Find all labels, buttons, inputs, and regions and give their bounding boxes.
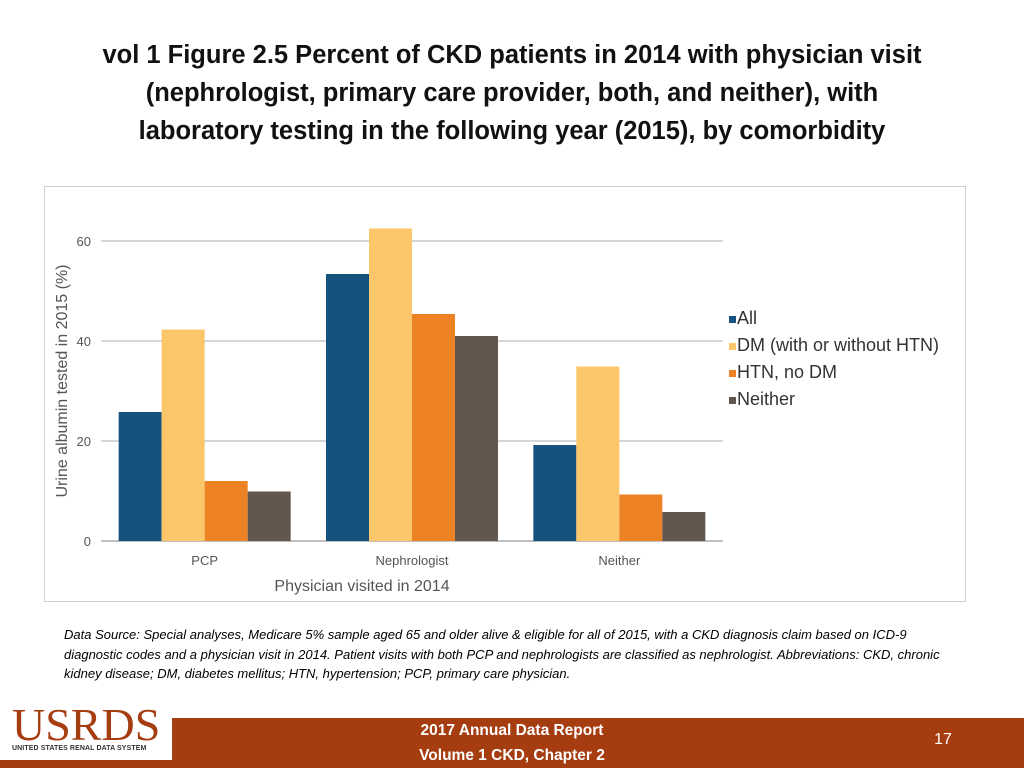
bar-all-nephrologist xyxy=(326,274,369,541)
bar-dm-with-or-without-htn-neither xyxy=(576,366,620,541)
usrds-logo: USRDS UNITED STATES RENAL DATA SYSTEM xyxy=(0,700,172,760)
legend-swatch xyxy=(729,343,736,350)
bar-dm-with-or-without-htn-nephrologist xyxy=(369,228,412,541)
bar-all-neither xyxy=(533,445,577,541)
y-tick-label: 60 xyxy=(77,234,91,249)
slide-title-line: vol 1 Figure 2.5 Percent of CKD patients… xyxy=(102,41,922,69)
x-tick-label: PCP xyxy=(191,553,218,568)
slide-title: vol 1 Figure 2.5 Percent of CKD patients… xyxy=(40,36,984,150)
slide-title-line: laboratory testing in the following year… xyxy=(138,117,886,145)
legend-swatch xyxy=(729,370,736,377)
footer-line-report: 2017 Annual Data Report xyxy=(420,722,604,739)
bar-dm-with-or-without-htn-pcp xyxy=(161,329,205,541)
y-tick-label: 0 xyxy=(84,534,91,549)
y-tick-label: 20 xyxy=(77,434,91,449)
x-axis-title: Physician visited in 2014 xyxy=(274,578,449,595)
x-tick-label: Nephrologist xyxy=(376,553,449,568)
y-axis-title: Urine albumin tested in 2015 (%) xyxy=(54,264,71,497)
footer-line-volume: Volume 1 CKD, Chapter 2 xyxy=(419,747,605,764)
bar-neither-nephrologist xyxy=(455,336,498,541)
footer-text: 2017 Annual Data Report Volume 1 CKD, Ch… xyxy=(340,718,684,768)
bar-neither-neither xyxy=(662,512,706,541)
legend-swatch xyxy=(729,397,736,404)
legend-label: All xyxy=(737,308,757,328)
source-note: Data Source: Special analyses, Medicare … xyxy=(64,627,940,681)
chart-frame: 0 20 40 60 PCP Nephrologist Neither Physician v… xyxy=(44,186,966,602)
legend-label: Neither xyxy=(737,389,795,409)
logo-wordmark: USRDS xyxy=(12,699,161,750)
bar-neither-pcp xyxy=(247,491,291,541)
bar-chart: 0 20 40 60 PCP Nephrologist Neither Physician v… xyxy=(54,228,939,595)
logo-subtext: UNITED STATES RENAL DATA SYSTEM xyxy=(12,745,147,752)
bar-all-pcp xyxy=(118,412,162,541)
legend-label: HTN, no DM xyxy=(737,362,837,382)
y-tick-label: 40 xyxy=(77,334,91,349)
x-tick-label: Neither xyxy=(598,553,641,568)
legend-swatch xyxy=(729,316,736,323)
bar-htn-no-dm-pcp xyxy=(204,481,248,541)
slide-title-line: (nephrologist, primary care provider, bo… xyxy=(145,79,879,107)
legend-label: DM (with or without HTN) xyxy=(737,335,939,355)
bar-htn-no-dm-nephrologist xyxy=(412,314,455,541)
page-number: 17 xyxy=(934,731,952,748)
bar-htn-no-dm-neither xyxy=(619,494,663,541)
